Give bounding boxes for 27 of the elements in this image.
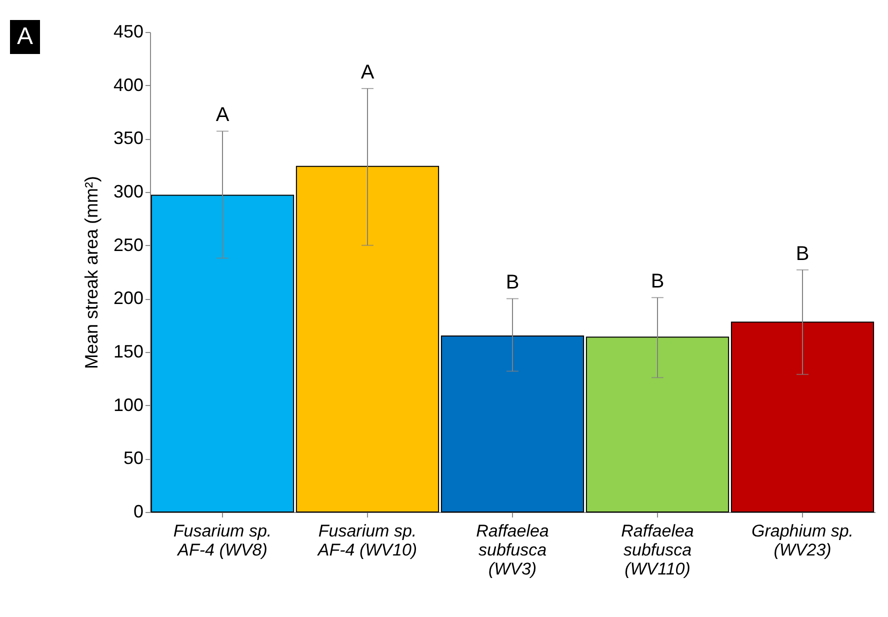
annotation: B <box>796 242 810 265</box>
y-tick-label: 100 <box>113 394 144 415</box>
bar <box>440 336 584 512</box>
x-tick-label: Fusarium sp. AF-4 (WV8) <box>173 522 272 560</box>
y-tick-label: 400 <box>113 74 144 95</box>
annotation: B <box>650 270 664 293</box>
y-tick-label: 150 <box>113 342 144 362</box>
x-tick-label: Fusarium sp. AF-4 (WV10) <box>316 522 418 560</box>
x-tick-label: Graphium sp. (WV23) <box>751 522 854 560</box>
text: A <box>16 23 34 50</box>
y-tick-label: 300 <box>113 182 144 202</box>
y-tick-label: 250 <box>113 234 144 255</box>
annotation: A <box>360 62 375 84</box>
x-tick-label: Raffaelea subfusca (WV110) <box>621 522 694 578</box>
bar <box>150 194 294 512</box>
y-tick-label: 0 <box>133 502 144 522</box>
bar <box>586 336 730 512</box>
y-tick-label: 50 <box>123 448 144 468</box>
bar <box>730 322 874 512</box>
annotation: A <box>216 104 230 126</box>
y-axis-title: Mean streak area (mm²) <box>81 176 102 370</box>
annotation: B <box>506 272 520 294</box>
y-tick-label: 350 <box>113 128 144 148</box>
x-tick-label: Raffaelea subfusca (WV3) <box>476 522 549 578</box>
y-tick-label: 450 <box>113 22 144 42</box>
bar <box>296 166 440 512</box>
y-tick-label: 200 <box>113 288 144 308</box>
